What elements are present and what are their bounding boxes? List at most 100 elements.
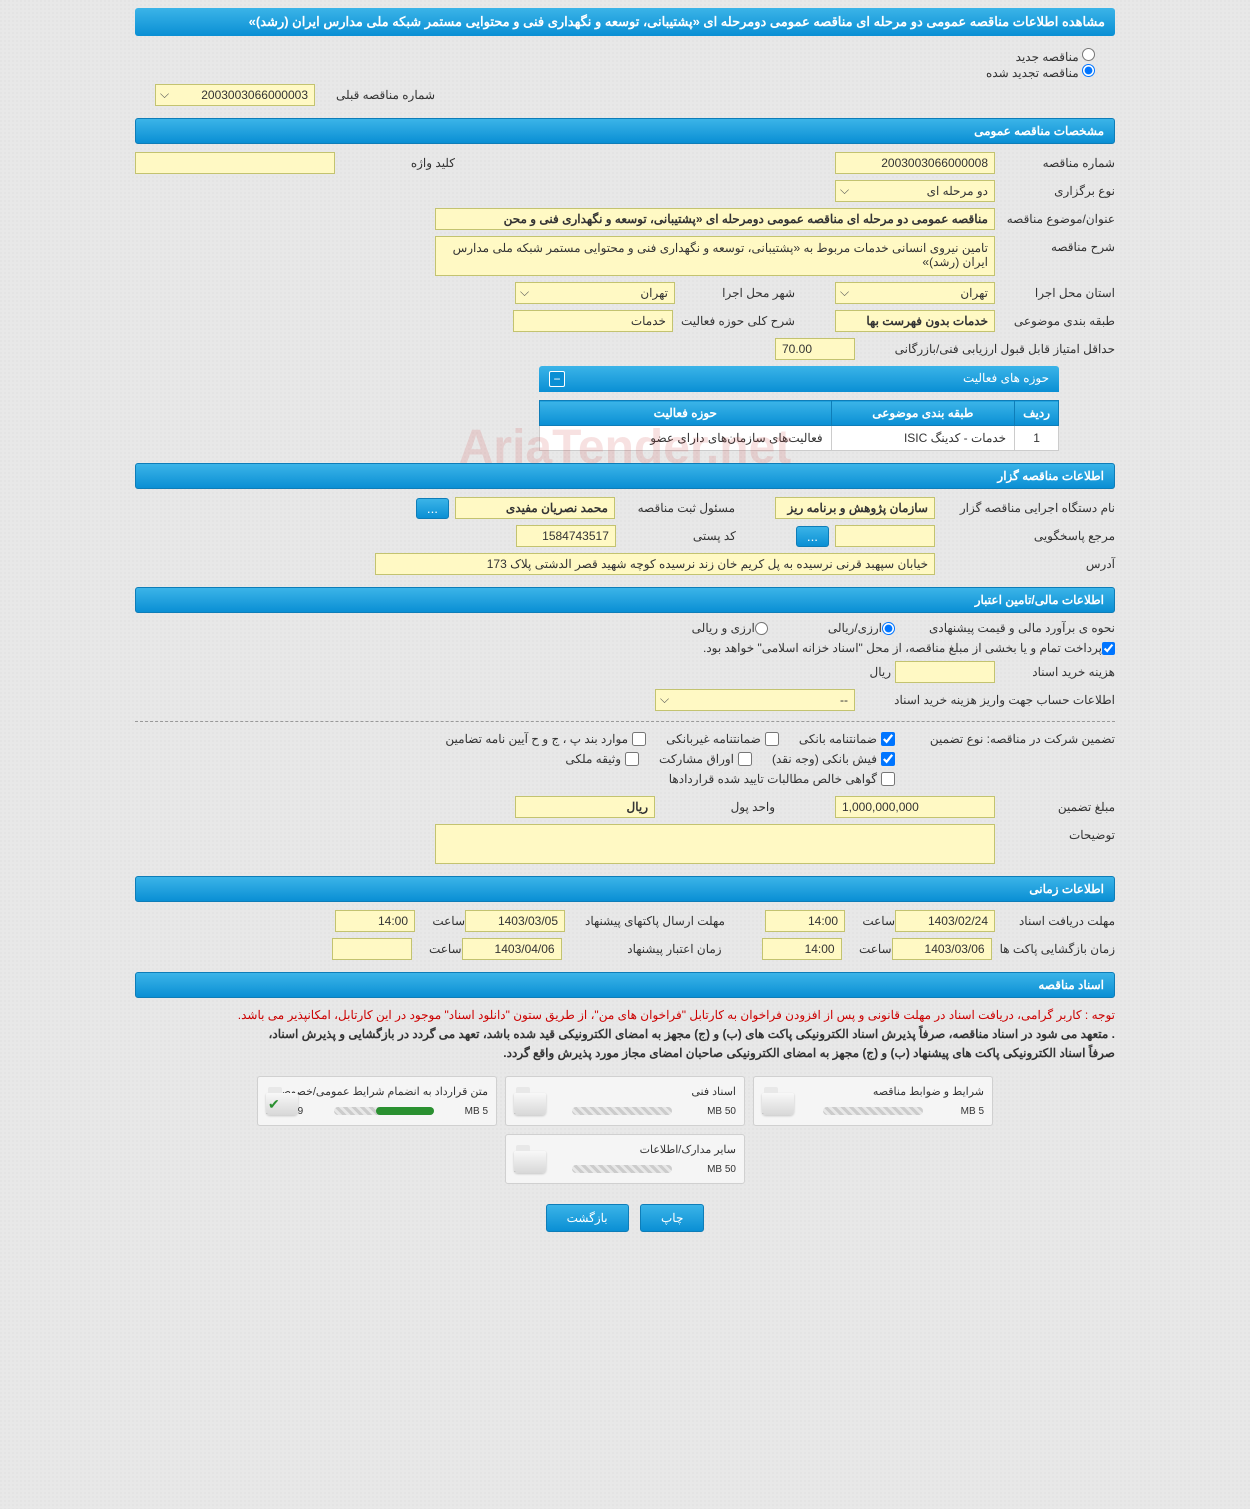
gt-bank-label: ضمانتنامه بانکی [799, 732, 877, 746]
gt-cash-checkbox[interactable] [881, 752, 895, 766]
gt-bonds-checkbox[interactable] [738, 752, 752, 766]
document-box[interactable]: اسناد فنی50 MB0 MB [505, 1076, 745, 1126]
tender-number-field: 2003003066000008 [835, 152, 995, 174]
city-select[interactable]: تهران [515, 282, 675, 304]
status-new-label: مناقصه جدید [1016, 50, 1079, 64]
section-time: اطلاعات زمانی [135, 876, 1115, 902]
table-row: 1 خدمات - کدینگ ISIC فعالیت‌های سازمان‌ه… [540, 426, 1059, 451]
type-label: نوع برگزاری [995, 184, 1115, 198]
activity-table: ردیف طبقه بندی موضوعی حوزه فعالیت 1 خدما… [539, 400, 1059, 451]
submit-time-field: 14:00 [335, 910, 415, 932]
open-label: زمان بازگشایی پاکت ها [992, 942, 1115, 956]
doc-box-max: 5 MB [961, 1106, 984, 1117]
prev-number-select[interactable]: 2003003066000003 [155, 84, 315, 106]
submit-date-field: 1403/03/05 [465, 910, 565, 932]
section-general: مشخصات مناقصه عمومی [135, 118, 1115, 144]
check-icon: ✔ [268, 1096, 280, 1113]
document-box[interactable]: سایر مدارک/اطلاعات50 MB0 MB [505, 1134, 745, 1184]
purchase-cost-field[interactable] [895, 661, 995, 683]
keyword-label: کلید واژه [335, 156, 455, 170]
respondent-field[interactable] [835, 525, 935, 547]
activity-row-classification: خدمات - کدینگ ISIC [831, 426, 1014, 451]
status-new-radio[interactable] [1082, 48, 1095, 61]
gt-nonbank-label: ضمانتنامه غیربانکی [666, 732, 761, 746]
gt-property-checkbox[interactable] [625, 752, 639, 766]
back-button[interactable]: بازگشت [546, 1204, 629, 1232]
responsible-lookup-button[interactable]: ... [416, 498, 449, 519]
notes-label: توضیحات [995, 824, 1115, 842]
gt-clauses-label: موارد بند پ ، ج و ح آیین نامه تضامین [445, 732, 628, 746]
prev-number-label: شماره مناقصه قبلی [315, 88, 435, 102]
open-date-field: 1403/03/06 [892, 938, 992, 960]
tender-number-label: شماره مناقصه [995, 156, 1115, 170]
org-label: نام دستگاه اجرایی مناقصه گزار [935, 501, 1115, 515]
folder-icon: ✔ [266, 1087, 298, 1115]
city-label: شهر محل اجرا [675, 286, 795, 300]
minimize-icon[interactable]: − [549, 371, 565, 387]
validity-date-field: 1403/04/06 [462, 938, 562, 960]
activity-scope-label: شرح کلی حوزه فعالیت [673, 314, 795, 328]
postal-label: کد پستی [616, 529, 736, 543]
activity-panel-header: حوزه های فعالیت − [539, 366, 1059, 392]
doc-box-max: 5 MB [465, 1106, 488, 1117]
respondent-lookup-button[interactable]: ... [796, 526, 829, 547]
time-label-3: ساعت [842, 942, 892, 956]
doc-progress-fill [376, 1107, 434, 1115]
deposit-account-select[interactable]: -- [655, 689, 855, 711]
guarantee-amount-field: 1,000,000,000 [835, 796, 995, 818]
treasury-note: پرداخت تمام و یا بخشی از مبلغ مناقصه، از… [703, 641, 1102, 655]
province-select[interactable]: تهران [835, 282, 995, 304]
time-label-2: ساعت [415, 914, 465, 928]
status-renewed-radio[interactable] [1082, 64, 1095, 77]
section-documents: اسناد مناقصه [135, 972, 1115, 998]
subject-label: عنوان/موضوع مناقصه [995, 212, 1115, 226]
doc-progress-bar [823, 1107, 923, 1115]
rial-unit: ریال [869, 665, 895, 679]
postal-field: 1584743517 [516, 525, 616, 547]
doc-box-title: اسناد فنی [514, 1085, 736, 1098]
guarantee-amount-label: مبلغ تضمین [995, 800, 1115, 814]
print-button[interactable]: چاپ [640, 1204, 704, 1232]
folder-icon [514, 1087, 546, 1115]
type-select[interactable]: دو مرحله ای [835, 180, 995, 202]
notice-black-1: . متعهد می شود در اسناد مناقصه، صرفاً پذ… [135, 1025, 1115, 1044]
currency-rial-radio[interactable] [882, 622, 895, 635]
currency-foreign-label: ارزی و ریالی [692, 621, 755, 635]
min-score-field: 70.00 [775, 338, 855, 360]
time-label-4: ساعت [412, 942, 462, 956]
address-field: خیابان سپهبد قرنی نرسیده به پل کریم خان … [375, 553, 935, 575]
deposit-account-label: اطلاعات حساب جهت واریز هزینه خرید اسناد [855, 693, 1115, 707]
notice-red: توجه : کاربر گرامی، دریافت اسناد در مهلت… [135, 1006, 1115, 1025]
validity-time-field [332, 938, 412, 960]
responsible-field: محمد نصریان مفیدی [455, 497, 615, 519]
receive-date-field: 1403/02/24 [895, 910, 995, 932]
guarantee-type-label: تضمین شرکت در مناقصه: نوع تضمین [895, 732, 1115, 746]
activity-row-idx: 1 [1015, 426, 1059, 451]
gt-bonds-label: اوراق مشارکت [659, 752, 734, 766]
activity-col-field: حوزه فعالیت [540, 401, 832, 426]
subject-field: مناقصه عمومی دو مرحله ای مناقصه عمومی دو… [435, 208, 995, 230]
notes-field[interactable] [435, 824, 995, 864]
address-label: آدرس [935, 557, 1115, 571]
respondent-label: مرجع پاسخگویی [935, 529, 1115, 543]
gt-nonbank-checkbox[interactable] [765, 732, 779, 746]
purchase-cost-label: هزینه خرید اسناد [995, 665, 1115, 679]
doc-progress-bar [572, 1107, 672, 1115]
treasury-checkbox[interactable] [1102, 642, 1115, 655]
document-box[interactable]: شرایط و ضوابط مناقصه5 MB0 MB [753, 1076, 993, 1126]
divider [135, 721, 1115, 722]
estimate-label: نحوه ی برآورد مالی و قیمت پیشنهادی [895, 621, 1115, 635]
description-field: تامین نیروی انسانی خدمات مربوط به «پشتیب… [435, 236, 995, 276]
open-time-field: 14:00 [762, 938, 842, 960]
document-box[interactable]: متن قرارداد به انضمام شرایط عمومی/خصوصی5… [257, 1076, 497, 1126]
gt-cert-checkbox[interactable] [881, 772, 895, 786]
money-unit-field: ریال [515, 796, 655, 818]
currency-foreign-radio[interactable] [755, 622, 768, 635]
doc-box-max: 50 MB [707, 1106, 736, 1117]
gt-clauses-checkbox[interactable] [632, 732, 646, 746]
gt-bank-checkbox[interactable] [881, 732, 895, 746]
activity-header-label: حوزه های فعالیت [963, 371, 1049, 387]
page-title: مشاهده اطلاعات مناقصه عمومی دو مرحله ای … [135, 8, 1115, 36]
description-label: شرح مناقصه [995, 236, 1115, 254]
keyword-field[interactable] [135, 152, 335, 174]
